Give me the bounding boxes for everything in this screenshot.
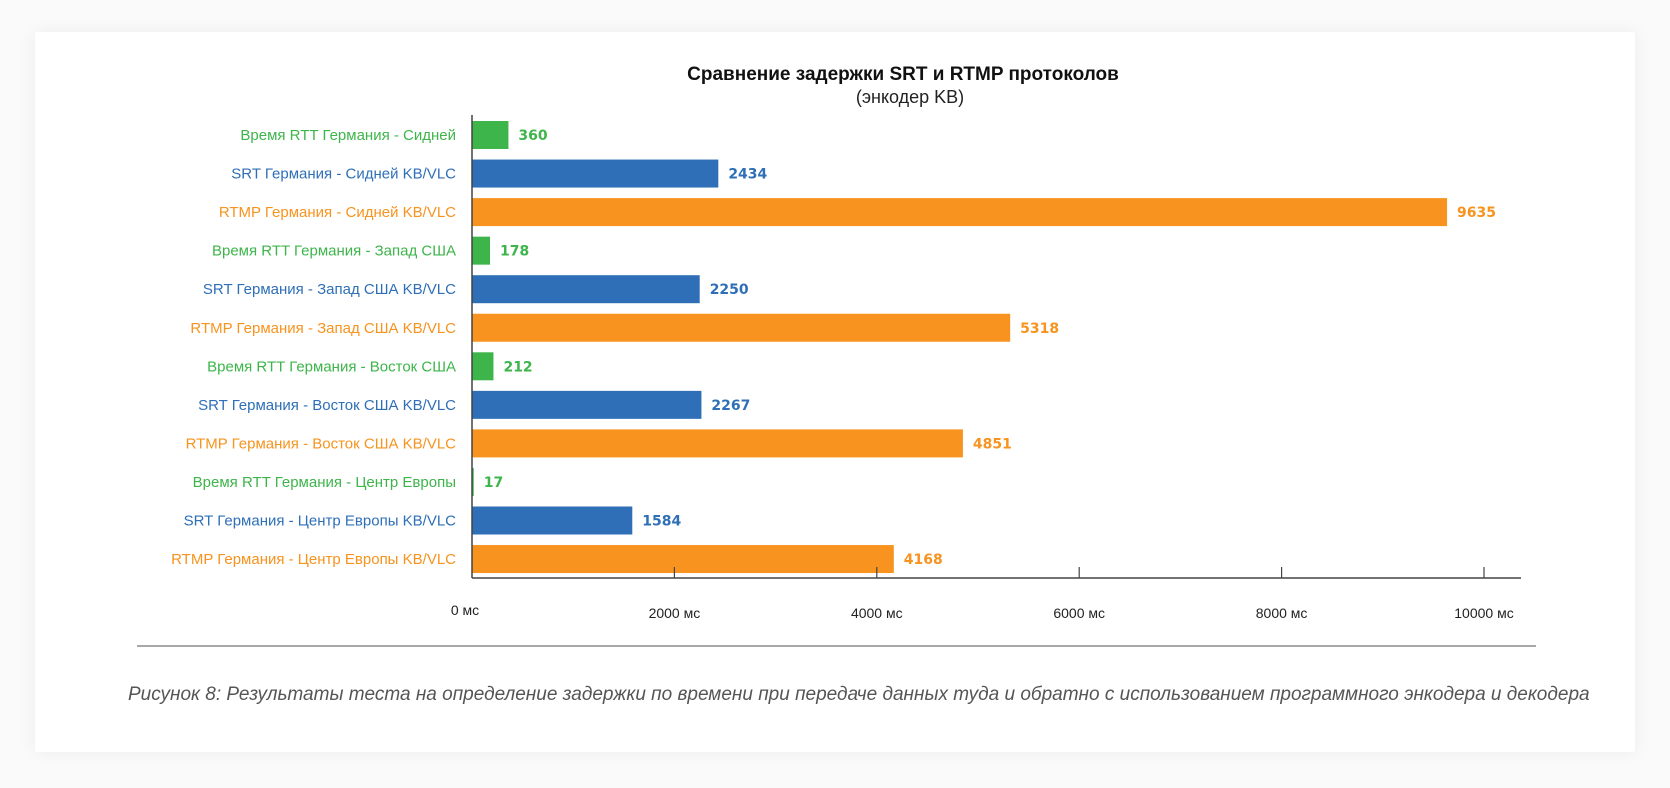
chart-subtitle: (энкодер KB) (856, 87, 964, 107)
bar-group: Время RTT Германия - Восток США 212 (207, 352, 533, 381)
value-label: 17 (484, 475, 503, 491)
chart-title: Сравнение задержки SRT и RTMP протоколов (687, 64, 1119, 85)
bar-srt (472, 390, 702, 419)
separator-line (137, 645, 1536, 647)
bar-rtt (472, 467, 474, 496)
value-label: 4851 (973, 436, 1012, 452)
value-label: 2250 (710, 282, 749, 298)
category-label: SRT Германия - Восток США KB/VLC (198, 397, 456, 414)
bar-group: RTMP Германия - Восток США KB/VLC 4851 (186, 429, 1012, 458)
bar-group: Время RTT Германия - Центр Европы 17 (193, 467, 503, 496)
bar-rtmp (472, 313, 1011, 342)
category-label: Время RTT Германия - Центр Европы (193, 474, 456, 491)
value-label: 4168 (904, 552, 943, 568)
bar-group: SRT Германия - Запад США KB/VLC 2250 (203, 275, 749, 304)
bar-group: RTMP Германия - Центр Европы KB/VLC 4168 (171, 545, 943, 574)
value-label: 2267 (711, 398, 750, 414)
value-label: 178 (500, 244, 529, 260)
bars-layer: Время RTT Германия - Сидней 360 SRT Герман… (171, 121, 1496, 574)
bar-group: RTMP Германия - Сидней KB/VLC 9635 (219, 198, 1496, 227)
category-label: RTMP Германия - Сидней KB/VLC (219, 204, 456, 221)
bar-rtmp (472, 545, 894, 574)
value-label: 5318 (1020, 321, 1059, 337)
category-label: SRT Германия - Запад США KB/VLC (203, 281, 456, 298)
value-label: 212 (503, 359, 532, 375)
value-label: 9635 (1457, 205, 1496, 221)
value-label: 360 (518, 128, 547, 144)
x-tick-label: 0 мс (451, 602, 479, 618)
bar-rtt (472, 121, 509, 149)
bar-rtt (472, 352, 494, 381)
figure-card (35, 32, 1635, 752)
figure-caption: Рисунок 8: Результаты теста на определен… (128, 684, 1590, 705)
bar-srt (472, 275, 700, 304)
bar-rtt (472, 236, 491, 265)
category-label: RTMP Германия - Восток США KB/VLC (186, 435, 457, 452)
bar-srt (472, 159, 719, 188)
x-tick-label: 4000 мс (851, 605, 903, 621)
bar-group: SRT Германия - Центр Европы KB/VLC 1584 (184, 506, 682, 535)
category-label: Время RTT Германия - Запад США (212, 243, 456, 260)
bar-rtmp (472, 429, 963, 458)
category-label: SRT Германия - Сидней KB/VLC (231, 166, 456, 183)
x-axis: 0 мс 2000 мс 4000 мс 6000 мс 8000 мс 10000 мс (451, 115, 1521, 621)
category-label: Время RTT Германия - Сидней (240, 127, 456, 144)
x-tick-label: 6000 мс (1053, 605, 1105, 621)
x-tick-label: 10000 мс (1454, 605, 1513, 621)
bar-group: RTMP Германия - Запад США KB/VLC 5318 (190, 313, 1059, 342)
bar-group: SRT Германия - Восток США KB/VLC 2267 (198, 390, 750, 419)
value-label: 1584 (642, 514, 681, 530)
bar-group: SRT Германия - Сидней KB/VLC 2434 (231, 159, 768, 188)
category-label: RTMP Германия - Запад США KB/VLC (190, 320, 456, 337)
bar-srt (472, 506, 633, 535)
x-tick-label: 8000 мс (1256, 605, 1308, 621)
category-label: SRT Германия - Центр Европы KB/VLC (184, 513, 457, 530)
bar-group: Время RTT Германия - Сидней 360 (240, 121, 548, 149)
category-label: Время RTT Германия - Восток США (207, 358, 456, 375)
category-label: RTMP Германия - Центр Европы KB/VLC (171, 551, 456, 568)
bar-rtmp (472, 198, 1448, 227)
bar-group: Время RTT Германия - Запад США 178 (212, 236, 529, 265)
x-tick-label: 2000 мс (649, 605, 701, 621)
value-label: 2434 (728, 167, 767, 183)
